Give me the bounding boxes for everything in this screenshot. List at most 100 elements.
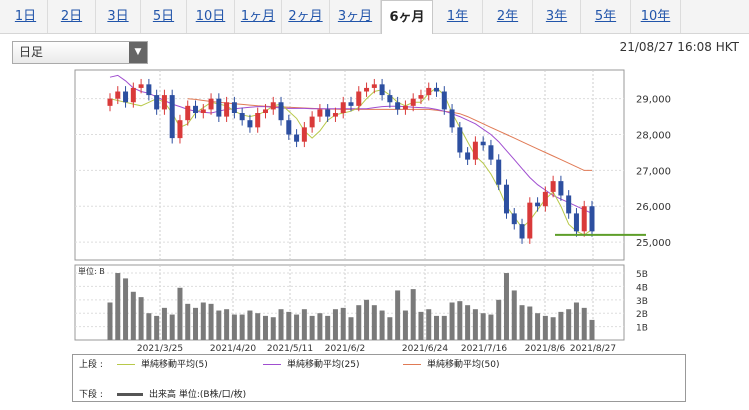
volume-bar-18 <box>247 310 253 340</box>
candle-body-30 <box>340 102 346 114</box>
volume-bar-0 <box>107 302 113 340</box>
tab-1[interactable]: 2日 <box>48 0 96 33</box>
date-label-1: 2021/4/20 <box>210 344 256 354</box>
tab-2[interactable]: 3日 <box>96 0 141 33</box>
candle-body-27 <box>317 109 323 117</box>
candle-body-8 <box>169 95 175 139</box>
candle-body-6 <box>154 95 160 110</box>
volume-bar-2 <box>123 278 129 340</box>
candle-body-51 <box>503 184 509 214</box>
volume-bar-38 <box>402 310 408 340</box>
volume-bar-44 <box>449 302 455 340</box>
volume-bar-42 <box>434 315 440 340</box>
volume-bar-48 <box>480 313 486 340</box>
tab-7[interactable]: 3ヶ月 <box>330 0 381 33</box>
tab-12[interactable]: 5年 <box>581 0 631 33</box>
volume-unit-label: 単位: B <box>78 266 105 276</box>
candle-body-32 <box>356 91 362 106</box>
period-select[interactable]: 日足 ▼ <box>12 41 148 64</box>
tab-3[interactable]: 5日 <box>141 0 187 33</box>
volume-bar-23 <box>286 311 292 340</box>
candle-body-34 <box>371 84 377 88</box>
volume-tick-4: 1B <box>636 324 648 334</box>
volume-bar-25 <box>301 309 307 340</box>
chevron-down-icon: ▼ <box>129 42 147 63</box>
tab-6[interactable]: 2ヶ月 <box>282 0 330 33</box>
candle-body-3 <box>130 87 136 103</box>
candle-body-60 <box>573 213 579 232</box>
period-tabs: 1日 2日 3日 5日 10日 1ヶ月 2ヶ月 3ヶ月 6ヶ月 1年 2年 3年 5年 10年 <box>0 0 749 34</box>
volume-bar-5 <box>146 313 152 340</box>
price-tick-4: 25,000 <box>636 238 671 249</box>
volume-bar-15 <box>224 309 230 340</box>
candle-body-26 <box>309 116 315 128</box>
legend-ma25: 単純移動平均(25) <box>263 357 359 370</box>
candle-body-53 <box>519 224 525 239</box>
date-label-7: 2021/8/27 <box>570 344 616 354</box>
tab-13[interactable]: 10年 <box>631 0 681 33</box>
tab-11[interactable]: 3年 <box>533 0 581 33</box>
ma50-line <box>187 98 592 171</box>
candle-body-54 <box>527 202 533 239</box>
candle-body-7 <box>161 95 167 110</box>
candle-body-28 <box>325 109 331 117</box>
candle-body-15 <box>224 102 230 117</box>
tab-5[interactable]: 1ヶ月 <box>235 0 282 33</box>
volume-bar-47 <box>472 309 478 340</box>
volume-bar-37 <box>395 290 401 340</box>
candle-body-37 <box>395 102 401 110</box>
volume-bar-9 <box>177 287 183 340</box>
candle-body-25 <box>301 127 307 142</box>
date-label-0: 2021/3/25 <box>137 344 183 354</box>
tab-10[interactable]: 2年 <box>483 0 533 33</box>
price-tick-3: 26,000 <box>636 202 671 213</box>
legend-ma5: 単純移動平均(5) <box>117 357 208 370</box>
candle-body-11 <box>193 105 199 114</box>
volume-bar-58 <box>558 311 564 340</box>
volume-tick-2: 3B <box>636 297 648 307</box>
candle-body-19 <box>255 113 261 128</box>
volume-bar-24 <box>294 314 300 340</box>
volume-bar-14 <box>216 310 222 340</box>
candle-body-40 <box>418 95 424 99</box>
date-label-6: 2021/8/6 <box>525 344 566 354</box>
volume-bar-53 <box>519 305 525 340</box>
volume-tick-3: 2B <box>636 310 648 320</box>
candle-body-42 <box>434 87 440 92</box>
volume-bar-60 <box>573 302 579 340</box>
volume-bar-49 <box>488 314 494 340</box>
date-label-2: 2021/5/11 <box>267 344 313 354</box>
volume-bar-27 <box>317 313 323 340</box>
tab-0[interactable]: 1日 <box>4 0 48 33</box>
volume-bar-16 <box>231 314 237 340</box>
legend-ma50: 単純移動平均(50) <box>403 357 499 370</box>
volume-bar-12 <box>200 302 206 340</box>
volume-bar-26 <box>309 315 315 340</box>
candle-body-35 <box>379 84 385 96</box>
date-label-3: 2021/6/2 <box>325 344 365 354</box>
candle-body-16 <box>231 102 237 114</box>
tab-4[interactable]: 10日 <box>187 0 235 33</box>
candle-body-50 <box>496 159 502 185</box>
candle-body-44 <box>449 109 455 128</box>
volume-bar-1 <box>115 273 121 340</box>
candle-body-33 <box>364 87 370 92</box>
tab-8[interactable]: 6ヶ月 <box>381 0 433 34</box>
volume-bar-57 <box>550 317 556 340</box>
volume-bar-34 <box>371 305 377 340</box>
volume-bar-54 <box>527 306 533 340</box>
candle-body-9 <box>177 120 183 139</box>
candle-body-62 <box>589 206 595 232</box>
period-select-value: 日足 <box>19 45 44 59</box>
volume-bar-3 <box>130 291 136 340</box>
candle-body-13 <box>208 98 214 110</box>
candle-body-46 <box>465 152 471 160</box>
candle-body-56 <box>542 191 548 207</box>
volume-bar-35 <box>379 310 385 340</box>
volume-bar-30 <box>340 307 346 340</box>
volume-bar-8 <box>169 314 175 340</box>
volume-bar-50 <box>496 299 502 340</box>
volume-tick-0: 5B <box>636 270 648 280</box>
tab-9[interactable]: 1年 <box>433 0 483 33</box>
